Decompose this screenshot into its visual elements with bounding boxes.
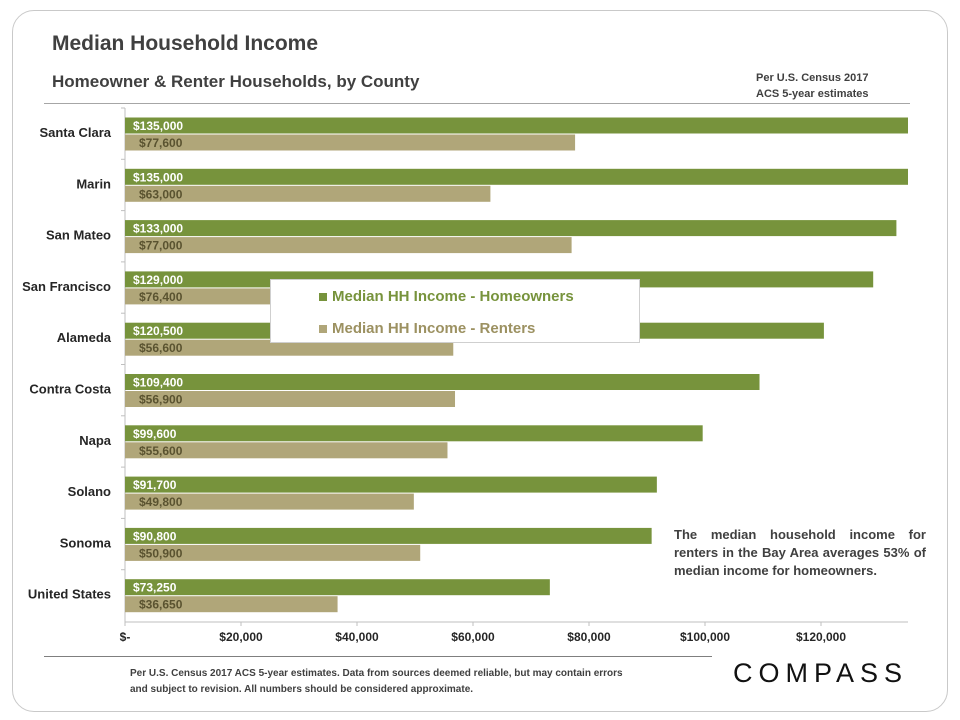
category-label: Alameda [57,330,112,345]
x-tick-label: $40,000 [335,630,379,644]
source-note-line-2: ACS 5-year estimates [756,88,869,100]
chart-legend: Median HH Income - Homeowners Median HH … [270,279,640,343]
legend-swatch-renters [319,324,327,333]
bar-homeowners [125,527,652,544]
data-label-renters: $63,000 [139,187,183,201]
bar-homeowners [125,579,550,596]
data-label-renters: $49,800 [139,495,183,509]
bar-renters [125,237,572,254]
header-divider [44,103,910,104]
insight-note: The median household income for renters … [674,527,926,578]
data-label-homeowners: $99,600 [133,427,177,441]
category-label: Sonoma [60,535,112,550]
legend-item-homeowners: Median HH Income - Homeowners [319,288,574,305]
x-tick-label: $60,000 [451,630,495,644]
category-label: San Mateo [46,228,111,243]
bar-renters [125,339,454,356]
category-label: Marin [76,176,111,191]
data-label-homeowners: $133,000 [133,222,183,236]
bar-renters [125,185,491,202]
x-tick-label: $100,000 [680,630,730,644]
x-tick-label: $- [120,630,131,644]
x-tick-label: $80,000 [567,630,611,644]
bar-homeowners [125,117,908,134]
chart-subtitle: Homeowner & Renter Households, by County [52,72,420,91]
data-label-renters: $76,400 [139,290,183,304]
category-label: San Francisco [22,279,111,294]
category-label: Napa [79,433,112,448]
data-label-renters: $55,600 [139,444,183,458]
bar-homeowners [125,374,760,390]
bar-homeowners [125,220,897,237]
data-label-homeowners: $129,000 [133,273,183,287]
legend-item-renters: Median HH Income - Renters [319,320,535,337]
data-label-homeowners: $91,700 [133,478,177,492]
bar-renters [125,544,421,561]
data-label-homeowners: $109,400 [133,376,183,390]
bar-homeowners [125,168,908,185]
bar-renters [125,493,414,510]
x-tick-label: $120,000 [796,630,846,644]
source-note: Per U.S. Census 2017 ACS 5-year estimate… [756,70,869,102]
bar-renters [125,596,338,613]
category-label: Solano [68,484,111,499]
data-label-homeowners: $135,000 [133,170,183,184]
data-label-renters: $36,650 [139,598,183,612]
compass-logo: COMPASS [733,658,909,688]
footer-divider [44,656,712,657]
bar-renters [125,134,576,151]
source-note-line-1: Per U.S. Census 2017 [756,72,869,84]
data-label-renters: $50,900 [139,546,183,560]
data-label-renters: $77,600 [139,136,183,150]
data-label-renters: $56,900 [139,393,183,407]
category-label: Contra Costa [29,382,111,397]
chart-title: Median Household Income [52,32,319,55]
bar-homeowners [125,476,657,493]
legend-swatch-homeowners [319,292,327,301]
legend-label-renters: Median HH Income - Renters [332,320,536,337]
data-label-renters: $56,600 [139,341,183,355]
category-label: United States [28,587,111,602]
disclaimer-footnote: Per U.S. Census 2017 ACS 5-year estimate… [130,668,623,695]
data-label-homeowners: $135,000 [133,119,183,133]
data-label-homeowners: $73,250 [133,581,177,595]
data-label-homeowners: $90,800 [133,529,177,543]
bar-homeowners [125,425,703,442]
category-label: Santa Clara [39,125,111,140]
legend-label-homeowners: Median HH Income - Homeowners [332,288,574,305]
x-tick-label: $20,000 [219,630,263,644]
bar-renters [125,391,456,407]
data-label-homeowners: $120,500 [133,324,183,338]
bar-renters [125,442,448,459]
data-label-renters: $77,000 [139,239,183,253]
